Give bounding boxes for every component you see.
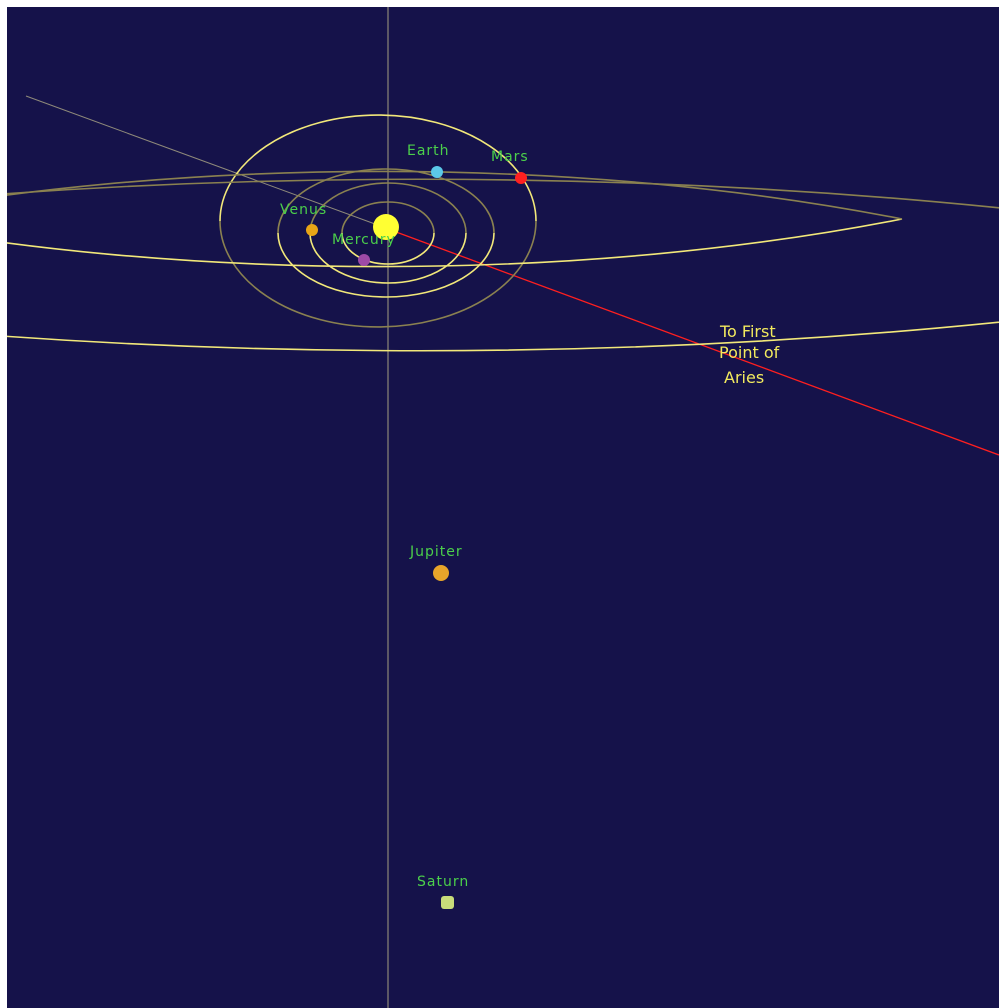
jupiter-orbit (7, 170, 903, 268)
aries-label-line2: Point of (719, 343, 780, 362)
aries-label-line1: To First (719, 322, 776, 341)
sun (373, 214, 399, 240)
aries-label-line3: Aries (724, 368, 764, 387)
saturn-planet (441, 896, 454, 909)
mars-orbit (219, 114, 537, 328)
earth-orbit (277, 168, 495, 298)
first-point-of-aries-line (387, 228, 999, 456)
mars-planet (515, 172, 527, 184)
mars-label: Mars (491, 149, 529, 165)
saturn-orbit (7, 178, 999, 352)
earth-label: Earth (407, 143, 450, 159)
ecliptic-reference-line (25, 95, 387, 229)
venus-orbit (309, 182, 467, 284)
venus-planet (306, 224, 318, 236)
solar-system-view: Earth Mars Venus Mercury Jupiter Saturn … (7, 7, 999, 1008)
mercury-label: Mercury (332, 232, 396, 248)
solar-system-diagram: Earth Mars Venus Mercury Jupiter Saturn … (7, 7, 999, 1008)
saturn-label: Saturn (417, 874, 469, 890)
venus-label: Venus (280, 202, 327, 218)
jupiter-label: Jupiter (409, 544, 463, 560)
earth-planet (431, 166, 443, 178)
jupiter-planet (433, 565, 449, 581)
mercury-planet (358, 254, 370, 266)
mercury-orbit (341, 201, 435, 265)
